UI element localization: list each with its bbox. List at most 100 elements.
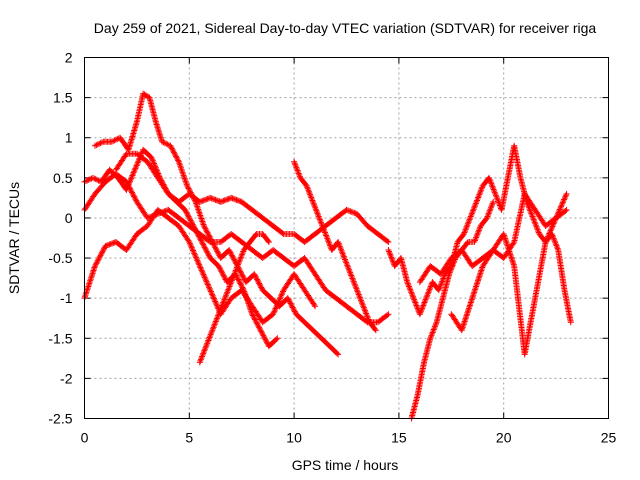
data-point [250, 313, 257, 320]
data-point [112, 136, 119, 143]
data-point [234, 263, 241, 270]
data-point [437, 282, 444, 289]
data-point [324, 236, 331, 243]
data-point [315, 212, 322, 219]
data-point [132, 165, 139, 172]
data-point [93, 142, 100, 149]
data-point [206, 334, 213, 341]
data-point [276, 295, 283, 302]
data-point [152, 164, 159, 171]
data-point [149, 212, 156, 219]
data-point [263, 339, 270, 346]
data-point [99, 248, 106, 255]
data-point [219, 301, 226, 308]
data-point [210, 295, 217, 302]
data-point [213, 317, 220, 324]
data-point [349, 275, 356, 282]
data-point [232, 267, 239, 274]
data-point [427, 335, 434, 342]
data-point [97, 140, 104, 147]
data-point [93, 260, 100, 267]
data-point [251, 271, 258, 278]
data-point [207, 194, 214, 201]
data-point [477, 224, 484, 231]
data-point [558, 203, 565, 210]
data-point [135, 158, 142, 165]
data-point [543, 237, 550, 244]
data-point [230, 255, 237, 262]
data-point [295, 170, 302, 177]
data-point [344, 262, 351, 269]
data-point [549, 223, 556, 230]
data-point [98, 251, 105, 258]
data-point [201, 346, 208, 353]
data-point [431, 325, 438, 332]
data-point [289, 303, 296, 310]
data-point [199, 268, 206, 275]
data-point [131, 168, 138, 175]
data-point [535, 229, 542, 236]
data-point [212, 298, 219, 305]
data-point [216, 308, 223, 315]
data-point [317, 217, 324, 224]
data-point [309, 198, 316, 205]
data-point [107, 241, 114, 248]
data-point [199, 197, 206, 204]
data-point [207, 331, 214, 338]
data-point [203, 247, 210, 254]
data-point [364, 314, 371, 321]
data-point [280, 288, 287, 295]
data-point [479, 184, 486, 191]
data-point [447, 266, 454, 273]
data-point [295, 168, 302, 175]
data-point [94, 176, 101, 183]
plot-border [84, 57, 609, 419]
data-point [228, 252, 235, 259]
data-point [159, 138, 166, 145]
data-point [272, 305, 279, 312]
data-point [560, 197, 567, 204]
data-point [357, 297, 364, 304]
data-point [265, 237, 272, 244]
data-point [96, 253, 103, 260]
data-point [361, 306, 368, 313]
data-point [316, 216, 323, 223]
data-point [488, 180, 495, 187]
data-point [385, 311, 392, 318]
data-point [344, 263, 351, 270]
data-point [561, 196, 568, 203]
data-point [420, 302, 427, 309]
data-point [304, 185, 311, 192]
data-point [355, 291, 362, 298]
data-point [208, 195, 215, 202]
data-point [237, 254, 244, 261]
data-point [238, 283, 245, 290]
data-point [92, 261, 99, 268]
data-point [240, 285, 247, 292]
data-point [260, 332, 267, 339]
data-point [423, 295, 430, 302]
data-point [290, 305, 297, 312]
data-point [478, 187, 485, 194]
data-point [148, 154, 155, 161]
data-point [174, 156, 181, 163]
data-point [325, 238, 332, 245]
data-point [485, 210, 492, 217]
data-point [285, 296, 292, 303]
data-point [238, 252, 245, 259]
data-point [129, 190, 136, 197]
data-point [249, 311, 256, 318]
data-point [548, 226, 555, 233]
data-point [483, 214, 490, 221]
data-point [292, 161, 299, 168]
data-point [429, 329, 436, 336]
data-point [532, 220, 539, 227]
data-point [555, 209, 562, 216]
data-point [416, 311, 423, 318]
data-point [530, 214, 537, 221]
data-point [337, 244, 344, 251]
data-point [271, 306, 278, 313]
data-point [109, 240, 116, 247]
data-point [288, 301, 295, 308]
data-point [418, 306, 425, 313]
